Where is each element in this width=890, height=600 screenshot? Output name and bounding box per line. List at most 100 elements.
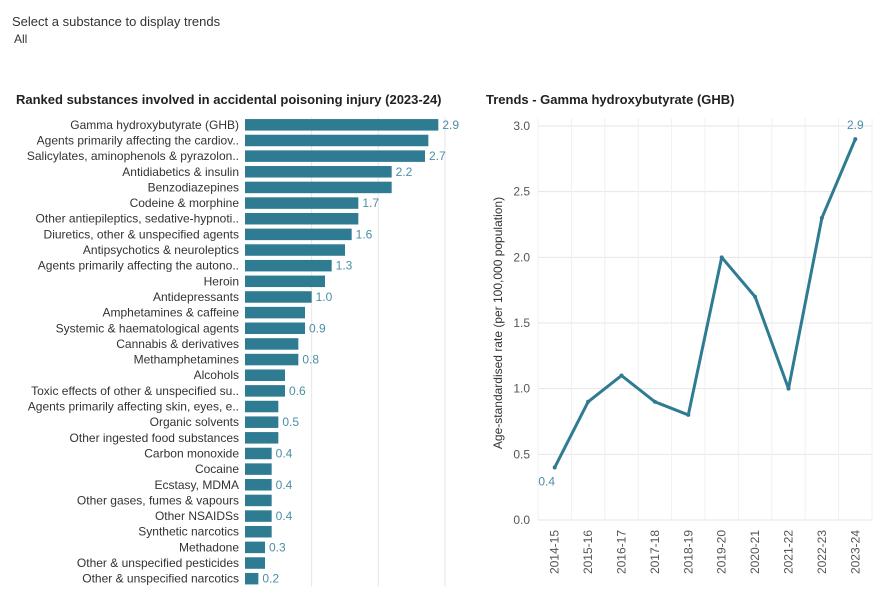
y-tick-label: 2.5 bbox=[513, 185, 530, 199]
trend-point bbox=[552, 465, 557, 470]
trend-point bbox=[719, 255, 724, 260]
bar-category-label: Organic solvents bbox=[150, 415, 239, 429]
y-tick-label: 1.5 bbox=[513, 316, 530, 330]
bar bbox=[245, 150, 425, 162]
trend-point bbox=[619, 373, 624, 378]
bar-category-label: Cocaine bbox=[195, 462, 239, 476]
bar bbox=[245, 212, 359, 225]
bar bbox=[245, 338, 299, 350]
bar bbox=[245, 432, 279, 444]
bar bbox=[245, 166, 392, 178]
bar-category-label: Other gases, fumes & vapours bbox=[77, 493, 239, 507]
bar-category-label: Other & unspecified pesticides bbox=[77, 556, 239, 570]
trend-point-label: 2.9 bbox=[847, 118, 864, 132]
bar bbox=[245, 385, 285, 397]
trend-point bbox=[652, 399, 657, 404]
bar-category-label: Benzodiazepines bbox=[148, 180, 239, 194]
bar-data-label: 0.2 bbox=[262, 572, 279, 586]
filter-label: Select a substance to display trends bbox=[12, 14, 221, 29]
bar bbox=[245, 275, 325, 288]
bar bbox=[245, 322, 305, 335]
y-tick-label: 1.0 bbox=[513, 382, 530, 396]
bar bbox=[245, 134, 429, 147]
bar bbox=[245, 306, 305, 319]
x-tick-label: 2015-16 bbox=[581, 530, 595, 574]
bar bbox=[245, 463, 272, 475]
bar bbox=[245, 181, 392, 194]
bar bbox=[245, 119, 439, 131]
substance-filter-dropdown[interactable]: All bbox=[14, 32, 28, 46]
bar bbox=[245, 479, 272, 491]
bar-data-label: 0.5 bbox=[282, 415, 299, 429]
x-tick-label: 2016-17 bbox=[615, 530, 629, 574]
bar bbox=[245, 197, 359, 209]
bar-data-label: 0.8 bbox=[302, 353, 319, 367]
bar bbox=[245, 525, 272, 538]
bar-category-label: Ecstasy, MDMA bbox=[155, 478, 239, 492]
bar-category-label: Other & unspecified narcotics bbox=[82, 572, 239, 586]
bar-data-label: 1.7 bbox=[362, 196, 379, 210]
bar bbox=[245, 369, 285, 381]
bar bbox=[245, 400, 279, 413]
bar-data-label: 0.9 bbox=[309, 321, 326, 335]
bar bbox=[245, 572, 259, 585]
bar-data-label: 0.3 bbox=[269, 540, 286, 554]
trend-point bbox=[819, 215, 824, 220]
trend-point bbox=[786, 386, 791, 391]
y-tick-label: 2.0 bbox=[513, 250, 530, 264]
bar-category-label: Toxic effects of other & unspecified su.… bbox=[31, 384, 239, 398]
bar-category-label: Methadone bbox=[179, 540, 239, 554]
bar-category-label: Agents primarily affecting the cardiov.. bbox=[37, 133, 239, 147]
x-tick-label: 2021-22 bbox=[782, 530, 796, 574]
bar-chart-title: Ranked substances involved in accidental… bbox=[16, 92, 442, 107]
trend-point-label: 0.4 bbox=[538, 474, 555, 488]
bar-category-label: Alcohols bbox=[194, 368, 239, 382]
bar-category-label: Agents primarily affecting the autono.. bbox=[38, 259, 239, 273]
bar-category-label: Other antiepileptics, sedative-hypnoti.. bbox=[36, 212, 239, 226]
bar bbox=[245, 353, 299, 366]
bar-category-label: Other ingested food substances bbox=[70, 431, 239, 445]
bar-data-label: 1.6 bbox=[356, 227, 373, 241]
x-tick-label: 2017-18 bbox=[648, 530, 662, 574]
bar bbox=[245, 228, 352, 241]
bar bbox=[245, 510, 272, 522]
y-tick-label: 3.0 bbox=[513, 119, 530, 133]
y-axis-title: Age-standardised rate (per 100,000 popul… bbox=[491, 197, 505, 449]
bar-category-label: Amphetamines & caffeine bbox=[102, 306, 239, 320]
bar-category-label: Antipsychotics & neuroleptics bbox=[83, 243, 239, 257]
y-tick-label: 0.0 bbox=[513, 513, 530, 527]
bar-category-label: Carbon monoxide bbox=[144, 446, 239, 460]
y-tick-label: 0.5 bbox=[513, 447, 530, 461]
x-tick-label: 2018-19 bbox=[681, 530, 695, 574]
bar-category-label: Synthetic narcotics bbox=[138, 525, 239, 539]
bar bbox=[245, 259, 332, 272]
trend-point bbox=[586, 399, 591, 404]
x-tick-label: 2019-20 bbox=[715, 530, 729, 574]
trend-line bbox=[553, 137, 857, 469]
bar-category-label: Other NSAIDSs bbox=[155, 509, 239, 523]
x-tick-label: 2022-23 bbox=[815, 530, 829, 574]
x-tick-label: 2014-15 bbox=[548, 530, 562, 574]
bar-data-label: 2.7 bbox=[429, 149, 446, 163]
bar bbox=[245, 494, 272, 507]
bar-category-label: Codeine & morphine bbox=[130, 196, 240, 210]
bar-data-label: 1.0 bbox=[316, 290, 333, 304]
bar-category-label: Cannabis & derivatives bbox=[116, 337, 239, 351]
bar bbox=[245, 244, 345, 256]
bar bbox=[245, 416, 279, 428]
bar-category-label: Methamphetamines bbox=[134, 353, 239, 367]
bar-category-label: Heroin bbox=[204, 274, 239, 288]
bar-data-label: 0.4 bbox=[276, 478, 293, 492]
bar-data-label: 0.4 bbox=[276, 509, 293, 523]
bar-data-label: 1.3 bbox=[336, 259, 353, 273]
bar-data-label: 0.4 bbox=[276, 446, 293, 460]
bar bbox=[245, 557, 265, 569]
bar-category-label: Gamma hydroxybutyrate (GHB) bbox=[70, 118, 239, 132]
bar-data-label: 2.2 bbox=[396, 165, 413, 179]
x-tick-label: 2020-21 bbox=[748, 530, 762, 574]
bar bbox=[245, 291, 312, 303]
bar-category-label: Agents primarily affecting skin, eyes, e… bbox=[28, 400, 239, 414]
bar-category-label: Diuretics, other & unspecified agents bbox=[44, 227, 239, 241]
